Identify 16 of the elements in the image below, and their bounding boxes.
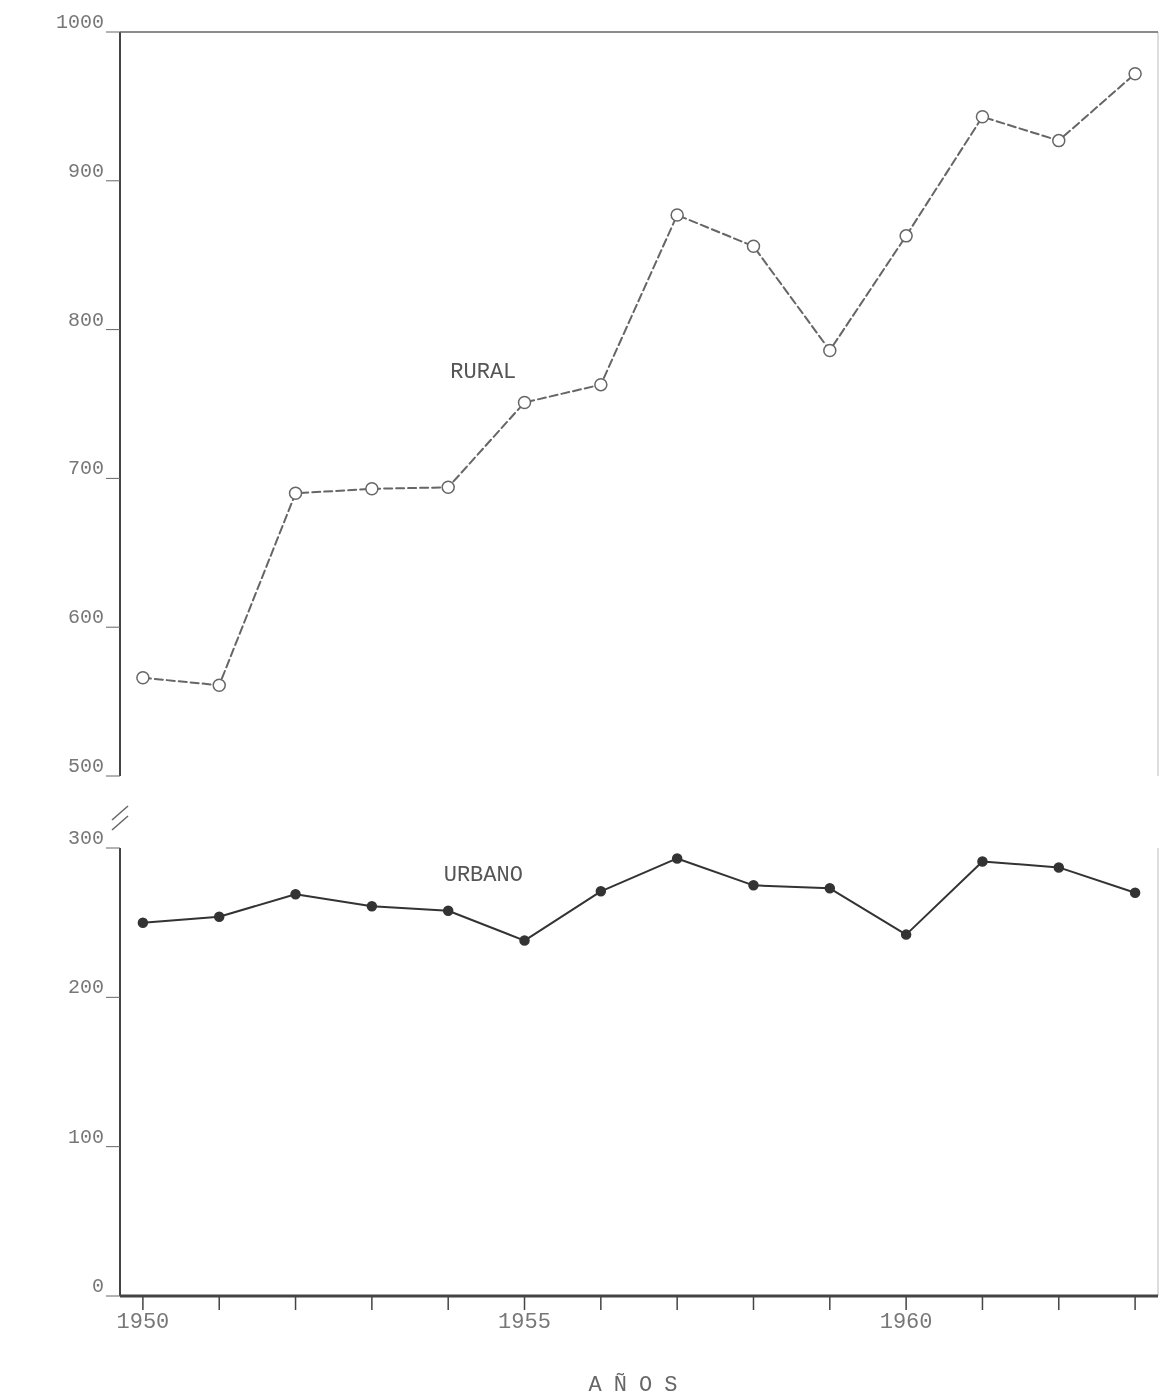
series-label: URBANO xyxy=(443,863,523,889)
y-tick-label: 300 xyxy=(67,827,104,850)
y-tick-label: 800 xyxy=(67,308,104,332)
x-tick-label: 1950 xyxy=(116,1310,170,1335)
x-tick-label: 1960 xyxy=(879,1310,933,1335)
y-tick-label: 500 xyxy=(67,755,104,778)
y-tick-label: 700 xyxy=(67,457,104,481)
x-tick-label: 1955 xyxy=(498,1310,551,1335)
y-tick-label: 100 xyxy=(67,1125,104,1149)
x-axis-title: AÑOS xyxy=(588,1372,690,1398)
y-tick-label: 1000 xyxy=(55,11,104,34)
y-tick-label: 0 xyxy=(91,1275,104,1298)
series-label: RURAL xyxy=(450,359,517,385)
y-tick-label: 200 xyxy=(67,976,104,1000)
y-tick-label: 900 xyxy=(67,159,104,183)
y-tick-label: 600 xyxy=(67,606,104,630)
